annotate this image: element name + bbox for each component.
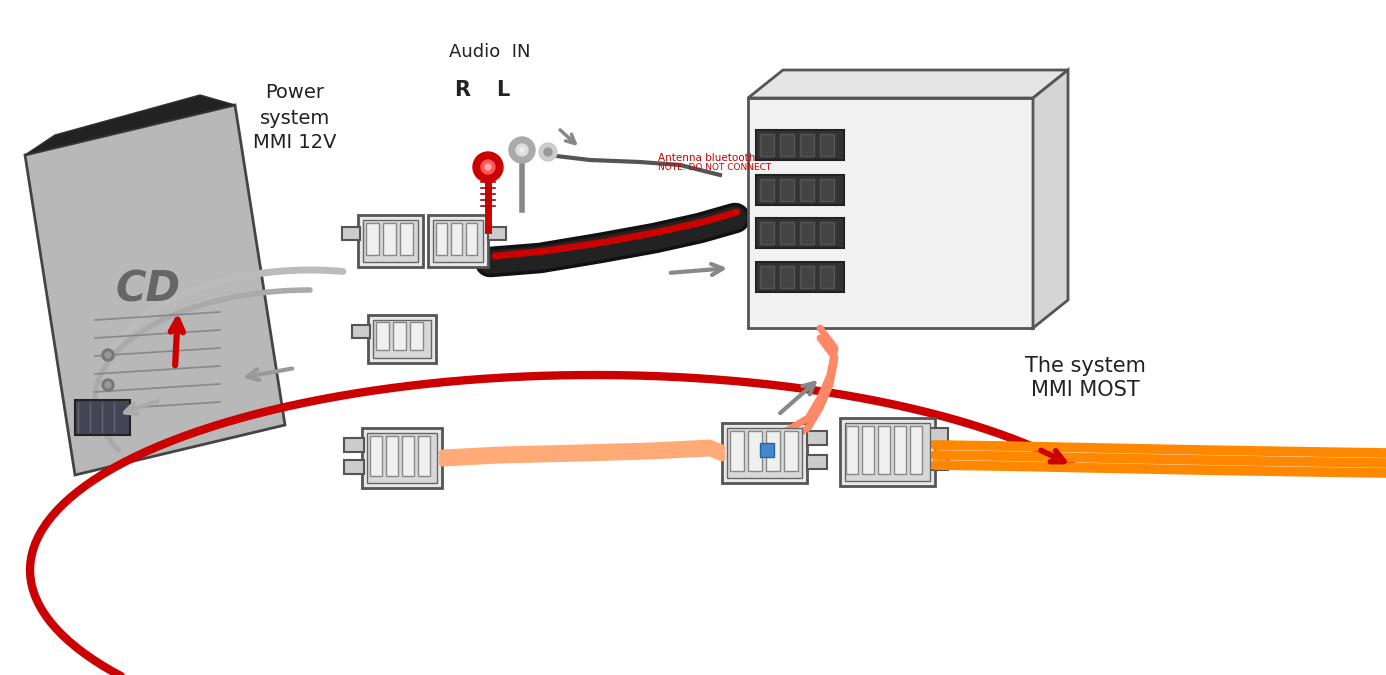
Bar <box>780 134 794 156</box>
Text: L: L <box>496 80 510 100</box>
Bar <box>730 431 744 471</box>
Bar <box>437 223 448 255</box>
Bar <box>807 455 827 469</box>
Bar <box>373 320 431 358</box>
Bar <box>845 423 930 481</box>
Bar <box>877 426 890 474</box>
Circle shape <box>520 148 524 152</box>
Bar <box>722 423 807 483</box>
Polygon shape <box>25 105 286 475</box>
Bar <box>362 428 442 488</box>
Bar <box>780 179 794 201</box>
Bar <box>728 428 802 478</box>
Bar <box>821 179 834 201</box>
Bar <box>419 436 430 476</box>
Bar <box>821 222 834 244</box>
Bar <box>358 215 423 267</box>
Bar <box>344 438 365 452</box>
Polygon shape <box>748 70 1069 98</box>
Bar <box>760 134 773 156</box>
Bar <box>821 266 834 288</box>
Bar <box>367 433 437 483</box>
Bar <box>366 223 378 255</box>
Bar <box>370 436 383 476</box>
Circle shape <box>543 148 552 156</box>
Bar <box>929 456 948 470</box>
Polygon shape <box>1033 70 1069 328</box>
Bar <box>428 215 488 267</box>
Circle shape <box>105 382 111 388</box>
Bar <box>840 418 936 486</box>
Circle shape <box>103 349 114 361</box>
Bar <box>780 222 794 244</box>
Bar <box>352 325 370 338</box>
Bar <box>401 223 413 255</box>
Circle shape <box>103 379 114 391</box>
Circle shape <box>473 152 503 182</box>
Bar <box>760 266 773 288</box>
Bar <box>402 436 414 476</box>
Bar <box>911 426 922 474</box>
Text: NOTE: DO NOT CONNECT: NOTE: DO NOT CONNECT <box>658 163 771 173</box>
Bar <box>800 222 814 244</box>
Bar <box>894 426 906 474</box>
Text: Antenna bluetooth: Antenna bluetooth <box>658 153 755 163</box>
Bar <box>821 134 834 156</box>
Bar <box>784 431 798 471</box>
Bar <box>755 175 844 205</box>
Circle shape <box>485 164 491 170</box>
Bar <box>363 220 419 262</box>
Bar <box>929 428 948 442</box>
Bar <box>466 223 477 255</box>
Bar <box>800 266 814 288</box>
Bar <box>760 222 773 244</box>
Polygon shape <box>25 95 236 155</box>
Text: Power
system
MMI 12V: Power system MMI 12V <box>254 84 337 153</box>
Bar <box>780 266 794 288</box>
Bar <box>748 431 762 471</box>
Bar <box>845 426 858 474</box>
Text: CD: CD <box>115 269 180 311</box>
Bar <box>394 322 406 350</box>
Bar <box>342 227 360 240</box>
Circle shape <box>516 144 528 156</box>
Text: The system
MMI MOST: The system MMI MOST <box>1024 356 1145 400</box>
Bar <box>755 262 844 292</box>
Bar <box>488 227 506 240</box>
Bar <box>369 315 437 363</box>
Text: R: R <box>455 80 470 100</box>
Text: Audio  IN: Audio IN <box>449 43 531 61</box>
Circle shape <box>539 143 557 161</box>
Bar <box>410 322 423 350</box>
Bar <box>75 400 130 435</box>
Bar <box>800 134 814 156</box>
Circle shape <box>481 160 495 174</box>
Bar <box>760 179 773 201</box>
Bar <box>755 218 844 248</box>
Bar <box>800 179 814 201</box>
Bar <box>766 431 780 471</box>
Bar <box>344 460 365 474</box>
Bar <box>450 223 462 255</box>
Bar <box>760 443 773 457</box>
Bar <box>385 436 398 476</box>
Bar <box>807 431 827 445</box>
Bar <box>748 98 1033 328</box>
Circle shape <box>105 352 111 358</box>
Circle shape <box>509 137 535 163</box>
Bar <box>862 426 875 474</box>
Bar <box>755 130 844 160</box>
Bar <box>376 322 389 350</box>
Bar <box>383 223 396 255</box>
Bar <box>432 220 482 262</box>
